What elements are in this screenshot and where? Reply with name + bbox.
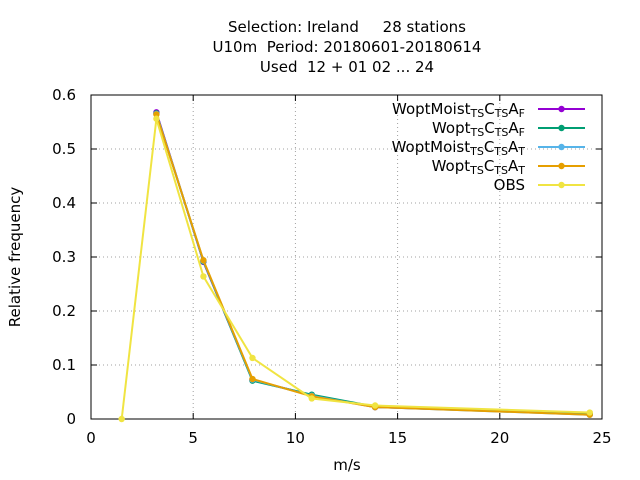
y-tick-label: 0.4 (52, 194, 76, 212)
legend-label-part: A (508, 138, 519, 156)
legend-marker (558, 162, 565, 170)
legend-label-name: WoptMoist (392, 100, 471, 118)
chart-title: Selection: Ireland 28 stations (228, 18, 466, 36)
series-lines (118, 109, 593, 423)
series-line (155, 113, 590, 416)
legend-label-subscript: TS (494, 126, 509, 139)
data-point (249, 375, 256, 383)
legend-label-name: Wopt (432, 119, 471, 137)
legend-label-part: A (508, 119, 519, 137)
y-tick-label: 0 (66, 410, 76, 428)
x-tick-label: 20 (490, 429, 509, 447)
legend-marker (558, 105, 565, 113)
x-tick-label: 10 (286, 429, 305, 447)
x-tick-label: 5 (188, 429, 198, 447)
legend: WoptMoistTSCTSAFWoptTSCTSAFWoptMoistTSCT… (392, 100, 585, 194)
data-point (308, 395, 315, 402)
legend-label-part: C (484, 157, 494, 175)
legend-label-subscript: TS (494, 107, 509, 120)
plot-area-border (90, 94, 603, 420)
legend-label-part: A (508, 157, 519, 175)
legend-label-part: C (484, 100, 494, 118)
y-tick-label: 0.3 (52, 248, 76, 266)
grid-lines (91, 95, 602, 419)
data-point (153, 115, 160, 122)
x-tick-label: 0 (86, 429, 96, 447)
legend-label: WoptMoistTSCTSAF (392, 100, 525, 120)
series-line (155, 113, 590, 416)
data-point (249, 354, 256, 362)
legend-marker (558, 124, 565, 132)
legend-label: WoptTSCTSAF (432, 119, 525, 139)
legend-label-part: C (484, 119, 494, 137)
legend-label-subscript: TS (469, 145, 484, 158)
legend-label: WoptMoistTSCTSAT (392, 138, 526, 158)
legend-label-name: OBS (494, 176, 525, 194)
legend-marker (558, 181, 565, 189)
y-tick-label: 0.1 (52, 356, 76, 374)
legend-label-subscript: T (517, 164, 525, 177)
legend-marker (558, 143, 565, 151)
x-axis-label: m/s (333, 456, 361, 474)
data-point (200, 273, 207, 280)
y-tick-label: 0.5 (52, 140, 76, 158)
legend-label-subscript: TS (470, 107, 485, 120)
legend-label-name: WoptMoist (392, 138, 471, 156)
data-point (200, 257, 207, 264)
data-point (371, 402, 379, 409)
y-tick-label: 0.6 (52, 86, 76, 104)
chart-subtitle-2: Used 12 + 01 02 ... 24 (260, 58, 434, 76)
data-point (118, 415, 125, 423)
legend-label-subscript: TS (493, 145, 508, 158)
legend-label: WoptTSCTSAT (432, 157, 526, 177)
legend-label-name: Wopt (432, 157, 471, 175)
x-tick-label: 25 (592, 429, 611, 447)
legend-label-subscript: F (519, 126, 525, 139)
legend-label-subscript: F (519, 107, 525, 120)
legend-label-subscript: TS (493, 164, 508, 177)
legend-label-subscript: T (517, 145, 525, 158)
legend-label-subscript: TS (470, 126, 485, 139)
series-line (155, 114, 590, 416)
chart-subtitle: U10m Period: 20180601-20180614 (213, 38, 482, 56)
x-tick-label: 15 (388, 429, 407, 447)
axis-ticks: 0 5 10 15 20 25 0 0.1 0.2 0.3 0.4 0.5 0.6 (52, 86, 611, 447)
data-point (586, 409, 593, 416)
legend-label: OBS (494, 176, 525, 194)
legend-label-subscript: TS (469, 164, 484, 177)
legend-label-part: A (508, 100, 519, 118)
y-axis-label: Relative frequency (6, 187, 24, 328)
y-tick-label: 0.2 (52, 302, 76, 320)
legend-label-part: C (484, 138, 494, 156)
